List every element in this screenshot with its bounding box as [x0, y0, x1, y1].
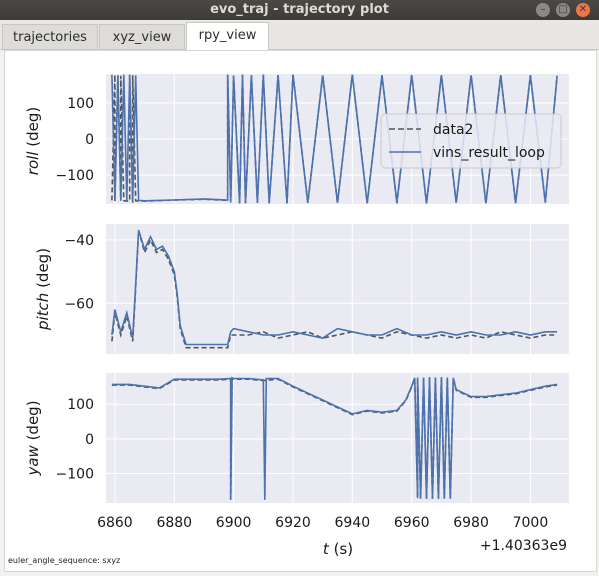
- x-axis-label: t (s): [323, 540, 353, 558]
- yaw-ytick-label: 100: [67, 397, 94, 413]
- pitch-axis-label: pitch (deg): [34, 248, 52, 331]
- tab-xyz-view[interactable]: xyz_view: [99, 24, 185, 49]
- minimize-icon[interactable]: –: [536, 3, 550, 17]
- close-icon[interactable]: ✕: [576, 3, 590, 17]
- roll-ytick-label: 0: [85, 132, 94, 148]
- x-tick-label: 6880: [156, 515, 192, 531]
- roll-ytick-label: 100: [67, 96, 94, 112]
- legend: data2 vins_result_loop: [380, 113, 562, 169]
- yaw-axis-label: yaw (deg): [24, 400, 42, 476]
- roll-axis-label: roll (deg): [24, 107, 42, 175]
- yaw-series-vins-result-loop: [111, 376, 558, 500]
- x-tick-label: 6980: [453, 515, 489, 531]
- legend-box: [380, 113, 562, 169]
- pitch-panel-bg: [106, 224, 569, 354]
- legend-vins-label: vins_result_loop: [433, 145, 545, 161]
- tab-trajectories[interactable]: trajectories: [2, 24, 98, 49]
- window-title: evo_traj - trajectory plot: [210, 2, 389, 17]
- yaw-ytick-label: −100: [56, 467, 94, 483]
- x-tick-label: 6900: [216, 515, 252, 531]
- x-tick-label: 6940: [335, 515, 371, 531]
- euler-sequence-note: euler_angle_sequence: sxyz: [8, 556, 121, 565]
- tab-bar: trajectories xyz_view rpy_view: [0, 20, 599, 50]
- pitch-ytick-label: −40: [64, 233, 94, 249]
- roll-ytick-label: −100: [56, 168, 94, 184]
- tab-rpy-view[interactable]: rpy_view: [186, 22, 269, 50]
- yaw-ytick-label: 0: [85, 432, 94, 448]
- x-tick-label: 6960: [394, 515, 430, 531]
- x-tick-label: 7000: [513, 515, 549, 531]
- x-offset-label: +1.40363e9: [480, 538, 567, 554]
- maximize-icon[interactable]: □: [556, 3, 570, 17]
- yaw-panel-bg: [106, 373, 569, 503]
- pitch-series-vins-result-loop: [111, 230, 558, 346]
- window-titlebar[interactable]: evo_traj - trajectory plot – □ ✕: [0, 0, 599, 20]
- x-tick-label: 6920: [275, 515, 311, 531]
- legend-data2-label: data2: [433, 122, 473, 138]
- x-tick-label: 6860: [97, 515, 133, 531]
- pitch-ytick-label: −60: [64, 296, 94, 312]
